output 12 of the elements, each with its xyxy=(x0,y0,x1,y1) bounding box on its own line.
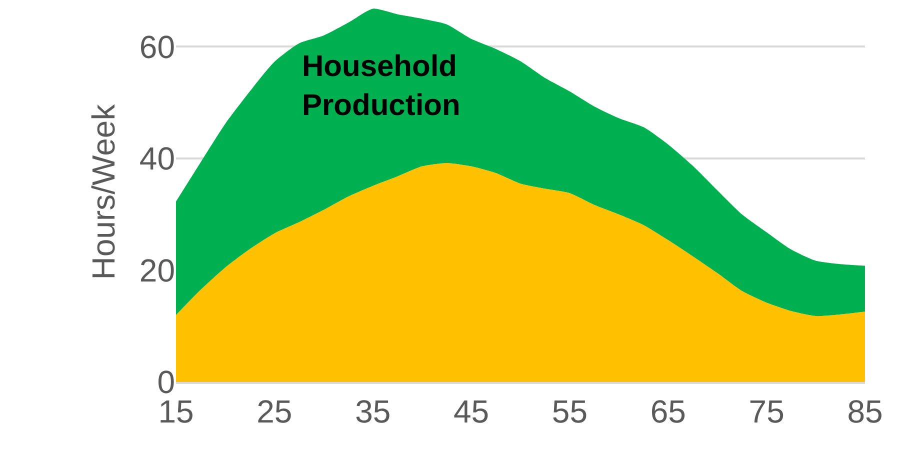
y-tick-label: 40 xyxy=(139,140,175,177)
x-tick-label: 45 xyxy=(453,393,490,430)
x-tick-label: 35 xyxy=(355,393,391,430)
series-label: Household Production xyxy=(302,50,460,122)
x-tick-label: 65 xyxy=(650,393,686,430)
y-tick-label: 20 xyxy=(139,252,175,288)
x-tick-label: 55 xyxy=(552,393,588,430)
y-tick-label: 60 xyxy=(139,28,175,65)
y-axis-title: Hours/Week xyxy=(86,103,122,280)
x-tick-label: 75 xyxy=(748,393,784,430)
x-tick-label: 85 xyxy=(847,393,883,430)
x-tick-label: 25 xyxy=(256,393,292,430)
